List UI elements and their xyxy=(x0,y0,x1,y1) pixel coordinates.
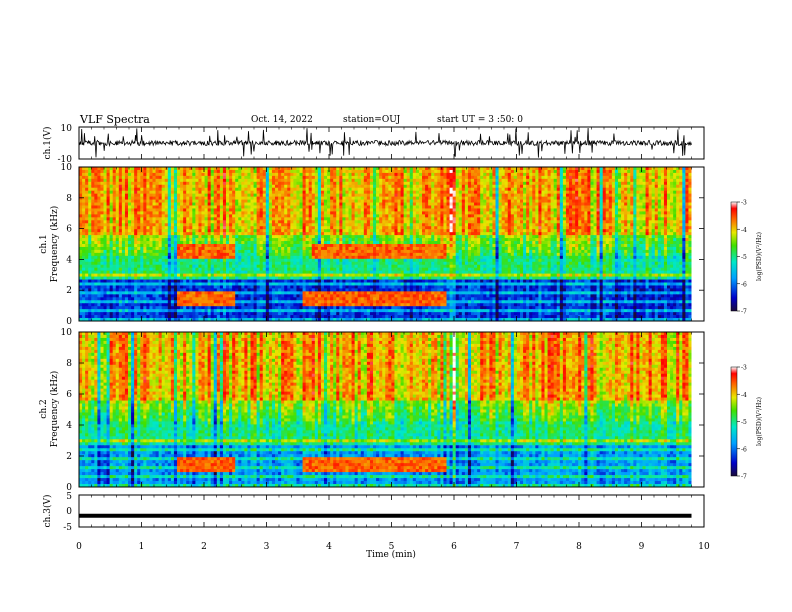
date-label: Oct. 14, 2022 xyxy=(251,115,313,125)
no-data-area xyxy=(691,332,704,487)
colorbar-label: log(PSD)(V²/Hz) xyxy=(756,232,763,281)
y-tick-label: 10 xyxy=(61,163,73,173)
ch1-spectrogram xyxy=(79,167,704,321)
y-tick-label: 8 xyxy=(66,194,72,204)
no-data-area xyxy=(691,167,704,321)
x-tick-label: 7 xyxy=(514,542,520,552)
colorbar-tick-label: -4 xyxy=(741,392,747,399)
y-tick-label: 2 xyxy=(66,452,72,462)
ch2-spectrogram xyxy=(79,332,704,487)
y-tick-label: 8 xyxy=(66,359,72,369)
colorbar-ch2 xyxy=(730,366,738,477)
y-tick-label: -10 xyxy=(58,155,73,165)
ch2-spectrogram-ylabel-units: Frequency (kHz) xyxy=(49,371,60,448)
station-label: station=OUJ xyxy=(343,115,400,125)
y-tick-label: 5 xyxy=(66,492,72,502)
chart-title: VLF Spectra xyxy=(80,113,150,126)
y-tick-label: 0 xyxy=(66,507,72,517)
x-tick-label: 5 xyxy=(389,542,395,552)
ch3-waveform-ylabel: ch.3(V) xyxy=(42,495,53,528)
x-tick-label: 3 xyxy=(264,542,270,552)
y-tick-label: 4 xyxy=(66,255,72,265)
x-tick-label: 6 xyxy=(451,542,457,552)
ch2-spectrogram-ylabel: ch.2 xyxy=(39,399,49,418)
x-axis-label: Time (min) xyxy=(366,549,416,560)
y-tick-label: 10 xyxy=(61,328,73,338)
colorbar-tick-label: -6 xyxy=(741,446,747,453)
start-time-label: start UT = 3 :50: 0 xyxy=(437,115,523,125)
y-tick-label: -5 xyxy=(63,523,72,533)
colorbar-tick-label: -6 xyxy=(741,281,747,288)
x-tick-label: 9 xyxy=(639,542,645,552)
x-tick-label: 2 xyxy=(201,542,207,552)
colorbar-ch1 xyxy=(730,201,738,312)
x-tick-label: 8 xyxy=(576,542,582,552)
colorbar-tick-label: -4 xyxy=(741,227,747,234)
colorbar-tick-label: -3 xyxy=(741,200,747,207)
colorbar-ticks: -3 -4 -5 -6 -7 log(PSD)(V²/Hz) -3 -4 -5 -6 -7 log(P… xyxy=(737,200,763,481)
ch1-waveform-ylabel: ch.1(V) xyxy=(42,127,53,160)
y-tick-label: 6 xyxy=(66,390,72,400)
colorbar-tick-label: -5 xyxy=(741,254,747,261)
y-tick-label: 4 xyxy=(66,421,72,431)
x-tick-label: 1 xyxy=(139,542,145,552)
ch1-waveform xyxy=(79,127,692,158)
x-tick-label: 0 xyxy=(76,542,82,552)
y-tick-label: 0 xyxy=(66,317,72,327)
colorbar-tick-label: -7 xyxy=(741,474,747,481)
ch1-waveform-trace xyxy=(79,127,692,158)
y-tick-label: 0 xyxy=(66,483,72,493)
x-tick-label: 4 xyxy=(326,542,332,552)
colorbar-tick-label: -5 xyxy=(741,419,747,426)
y-tick-label: 10 xyxy=(61,124,73,134)
y-tick-label: 6 xyxy=(66,225,72,235)
x-tick-label: 10 xyxy=(698,542,710,552)
ch1-spectrogram-ylabel: ch.1 xyxy=(39,234,49,253)
colorbar-label: log(PSD)(V²/Hz) xyxy=(756,397,763,446)
y-tick-label: 2 xyxy=(66,286,72,296)
colorbar-tick-label: -7 xyxy=(741,309,747,316)
ch1-spectrogram-ylabel-units: Frequency (kHz) xyxy=(49,206,60,283)
colorbar-tick-label: -3 xyxy=(741,365,747,372)
